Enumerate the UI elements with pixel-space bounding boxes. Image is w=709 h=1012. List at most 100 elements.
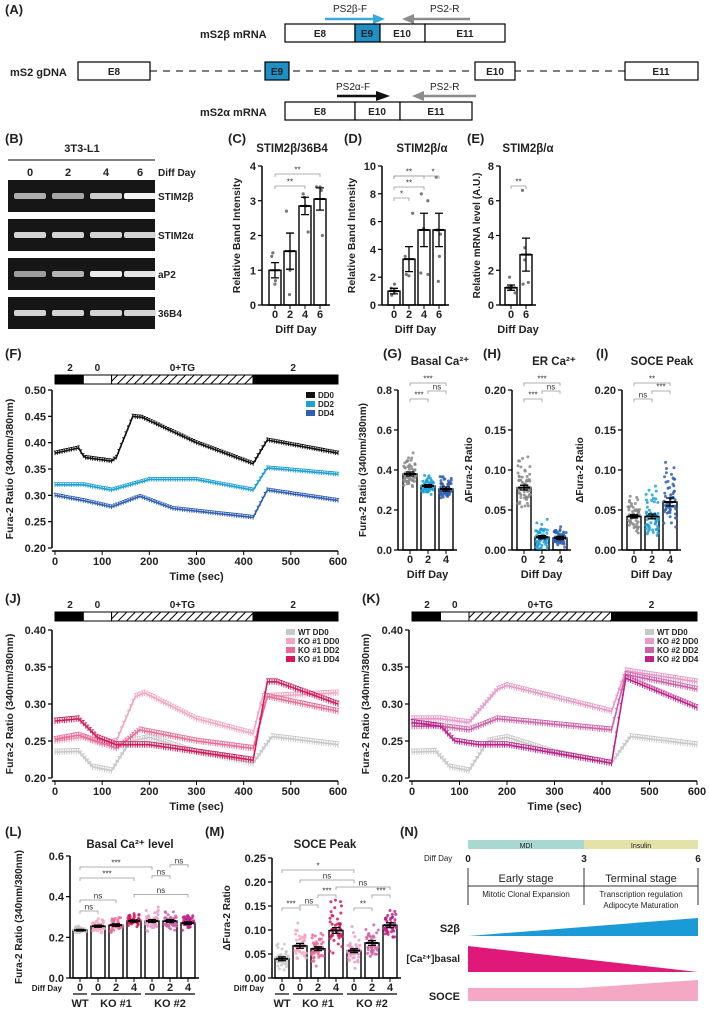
bar <box>72 929 88 979</box>
data-point <box>300 935 304 939</box>
legend-swatch <box>286 638 295 644</box>
y-tick-label: 0.20 <box>382 773 403 785</box>
data-point <box>674 525 678 529</box>
legend-swatch <box>645 638 654 644</box>
data-point <box>99 931 103 935</box>
legend-label: KO #1 DD0 <box>298 637 340 646</box>
data-point <box>406 459 410 463</box>
gel-row-label: STIM2α <box>158 231 194 242</box>
data-point <box>301 192 305 196</box>
data-point <box>631 509 635 513</box>
exon-label: E10 <box>393 29 411 40</box>
y-axis-label: Fura-2 Ratio (340nm/380nm) <box>360 634 372 775</box>
data-point <box>312 955 316 959</box>
y-tick-label: 0.10 <box>245 925 266 937</box>
process-maturation: Adipocyte Maturation <box>603 901 678 910</box>
data-point <box>654 528 658 532</box>
y-tick-label: 4 <box>370 244 377 256</box>
y-axis-label: Fura-2 Ratio (340nm/380nm) <box>4 399 16 540</box>
data-point <box>656 511 660 515</box>
data-point <box>411 451 415 455</box>
series-ko-1-dd4 <box>53 678 340 764</box>
x-tick-label: 0 <box>95 982 101 994</box>
data-point <box>280 947 284 951</box>
data-point <box>391 915 395 919</box>
data-point <box>518 459 522 463</box>
data-point <box>628 494 632 498</box>
data-point <box>517 478 521 482</box>
legend-label: KO #1 DD4 <box>298 655 340 664</box>
series-line <box>55 467 339 491</box>
x-tick-label: 100 <box>450 786 468 798</box>
x-tick-label: 0 <box>391 309 397 321</box>
data-point <box>522 490 526 494</box>
data-point <box>540 543 544 547</box>
data-point <box>523 482 527 486</box>
data-point <box>375 952 379 956</box>
data-point <box>654 497 658 501</box>
x-header-label: Diff Day <box>234 984 265 993</box>
panel-n-schematic: (N) MDI Insulin Diff Day 0 3 6 Early sta… <box>400 824 701 1003</box>
x-tick-label: 0 <box>52 556 58 568</box>
data-point <box>328 920 332 924</box>
x-tick-label: 500 <box>282 786 300 798</box>
y-tick-label: 0.20 <box>25 773 46 785</box>
y-tick-label: 2 <box>370 272 376 284</box>
data-point <box>545 517 549 521</box>
y-tick-label: 0.0 <box>377 545 392 557</box>
data-point <box>564 530 568 534</box>
data-point <box>174 915 178 919</box>
gel-band <box>124 193 156 199</box>
gel-band <box>14 271 46 277</box>
significance-bracket <box>79 866 153 870</box>
data-point <box>402 480 406 484</box>
data-point <box>436 279 440 283</box>
data-point <box>389 930 393 934</box>
y-tick-label: 0.05 <box>245 949 266 961</box>
data-point <box>517 474 521 478</box>
panel-label-c: (C) <box>228 131 246 146</box>
protocol-segment <box>82 611 113 622</box>
group-label: KO #1 <box>100 998 132 1010</box>
data-point <box>76 925 80 929</box>
gel-band <box>14 310 46 316</box>
x-axis-label: Diff Day <box>275 324 317 336</box>
data-point <box>284 209 289 213</box>
data-point <box>366 933 370 937</box>
significance-label: ** <box>406 179 412 188</box>
data-point <box>109 930 113 934</box>
data-point <box>311 933 315 937</box>
data-point <box>375 948 379 952</box>
x-tick-label: 4 <box>421 309 428 321</box>
significance-bracket <box>281 869 355 873</box>
x-tick-label: 2 <box>167 982 173 994</box>
chart-j: (J) 2 0 0+TG 2 0.20 0.25 0.30 0.35 0.40 Fura-2 Rat… <box>4 591 347 813</box>
data-point <box>276 946 280 950</box>
primer-beta-f-label: PS2β-F <box>333 4 367 15</box>
data-point <box>526 455 530 459</box>
data-point <box>627 508 631 512</box>
data-point <box>663 491 667 495</box>
panel-label-d: (D) <box>344 131 362 146</box>
x-tick-label: 4 <box>443 554 450 566</box>
data-point <box>96 917 100 921</box>
gel-band <box>52 232 84 238</box>
data-point <box>516 464 520 468</box>
data-point <box>287 292 292 297</box>
data-point <box>391 927 395 931</box>
data-point <box>366 951 370 955</box>
x-header-label: Diff Day <box>32 984 63 993</box>
x-tick-label: 400 <box>234 786 252 798</box>
data-point <box>439 490 443 494</box>
data-point <box>559 525 563 529</box>
series-ko-2-dd0 <box>410 667 699 726</box>
panel-label-g: (G) <box>383 346 402 361</box>
significance-bracket <box>79 899 117 903</box>
data-point <box>426 272 430 277</box>
x-tick-label: 0 <box>351 982 357 994</box>
data-point <box>286 954 290 958</box>
data-point <box>669 472 673 476</box>
data-point <box>271 251 275 255</box>
data-point <box>352 956 356 960</box>
data-point <box>371 950 375 954</box>
